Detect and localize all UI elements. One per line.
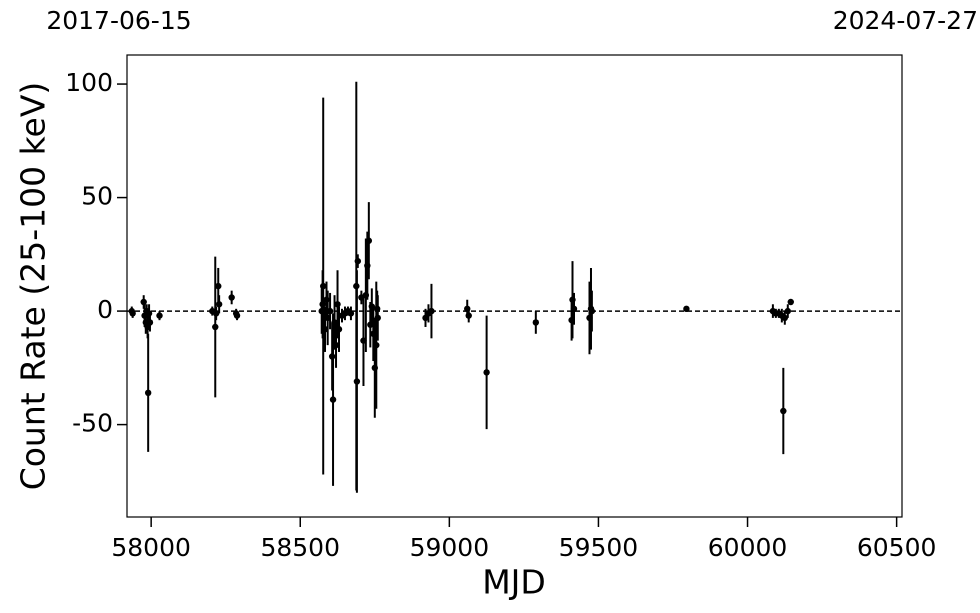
- data-point: [228, 294, 235, 301]
- data-point: [335, 326, 343, 333]
- data-point: [212, 310, 220, 317]
- data-point: [140, 298, 147, 306]
- y-tick-label: -50: [72, 409, 113, 438]
- data-point: [781, 314, 789, 322]
- data-point: [146, 319, 154, 326]
- data-point: [354, 257, 362, 265]
- y-tick-label: 50: [81, 182, 113, 211]
- data-point: [570, 305, 578, 313]
- data-point: [215, 301, 223, 308]
- data-point: [332, 341, 340, 349]
- x-tick-label: 58500: [260, 533, 340, 562]
- x-axis-label: MJD: [482, 563, 546, 602]
- data-point: [353, 378, 361, 385]
- top-date-label: 2017-06-15: [46, 6, 191, 35]
- data-point: [156, 312, 163, 319]
- x-tick-label: 59500: [559, 533, 639, 562]
- data-point: [212, 323, 219, 331]
- data-point: [780, 407, 787, 415]
- y-axis-label: Count Rate (25-100 keV): [14, 82, 53, 491]
- data-point: [532, 319, 540, 326]
- data-point: [465, 312, 472, 319]
- x-tick-label: 59000: [410, 533, 490, 562]
- data-point: [323, 296, 330, 303]
- data-point: [422, 314, 429, 322]
- data-point: [483, 369, 490, 376]
- y-tick-label: 100: [65, 68, 113, 97]
- data-point: [588, 307, 596, 315]
- data-point: [374, 314, 381, 322]
- data-point: [321, 326, 329, 333]
- data-point: [784, 307, 791, 315]
- data-point: [373, 341, 380, 349]
- data-point: [320, 282, 327, 290]
- data-point: [347, 310, 355, 317]
- data-point: [683, 305, 690, 313]
- plot-frame: [126, 54, 903, 518]
- x-tick-label: 60000: [708, 533, 788, 562]
- data-point: [144, 389, 152, 397]
- data-point: [329, 396, 337, 403]
- data-point: [129, 310, 136, 317]
- x-tick-label: 58000: [111, 533, 191, 562]
- y-tick-label: 0: [97, 295, 113, 324]
- top-date-label: 2024-07-27: [833, 6, 978, 35]
- data-point: [233, 312, 241, 319]
- data-point: [365, 237, 373, 244]
- data-point: [428, 307, 435, 315]
- x-tick-label: 60500: [857, 533, 937, 562]
- data-point: [334, 301, 341, 308]
- data-point: [326, 307, 334, 315]
- data-point: [787, 298, 794, 306]
- data-point: [215, 282, 222, 290]
